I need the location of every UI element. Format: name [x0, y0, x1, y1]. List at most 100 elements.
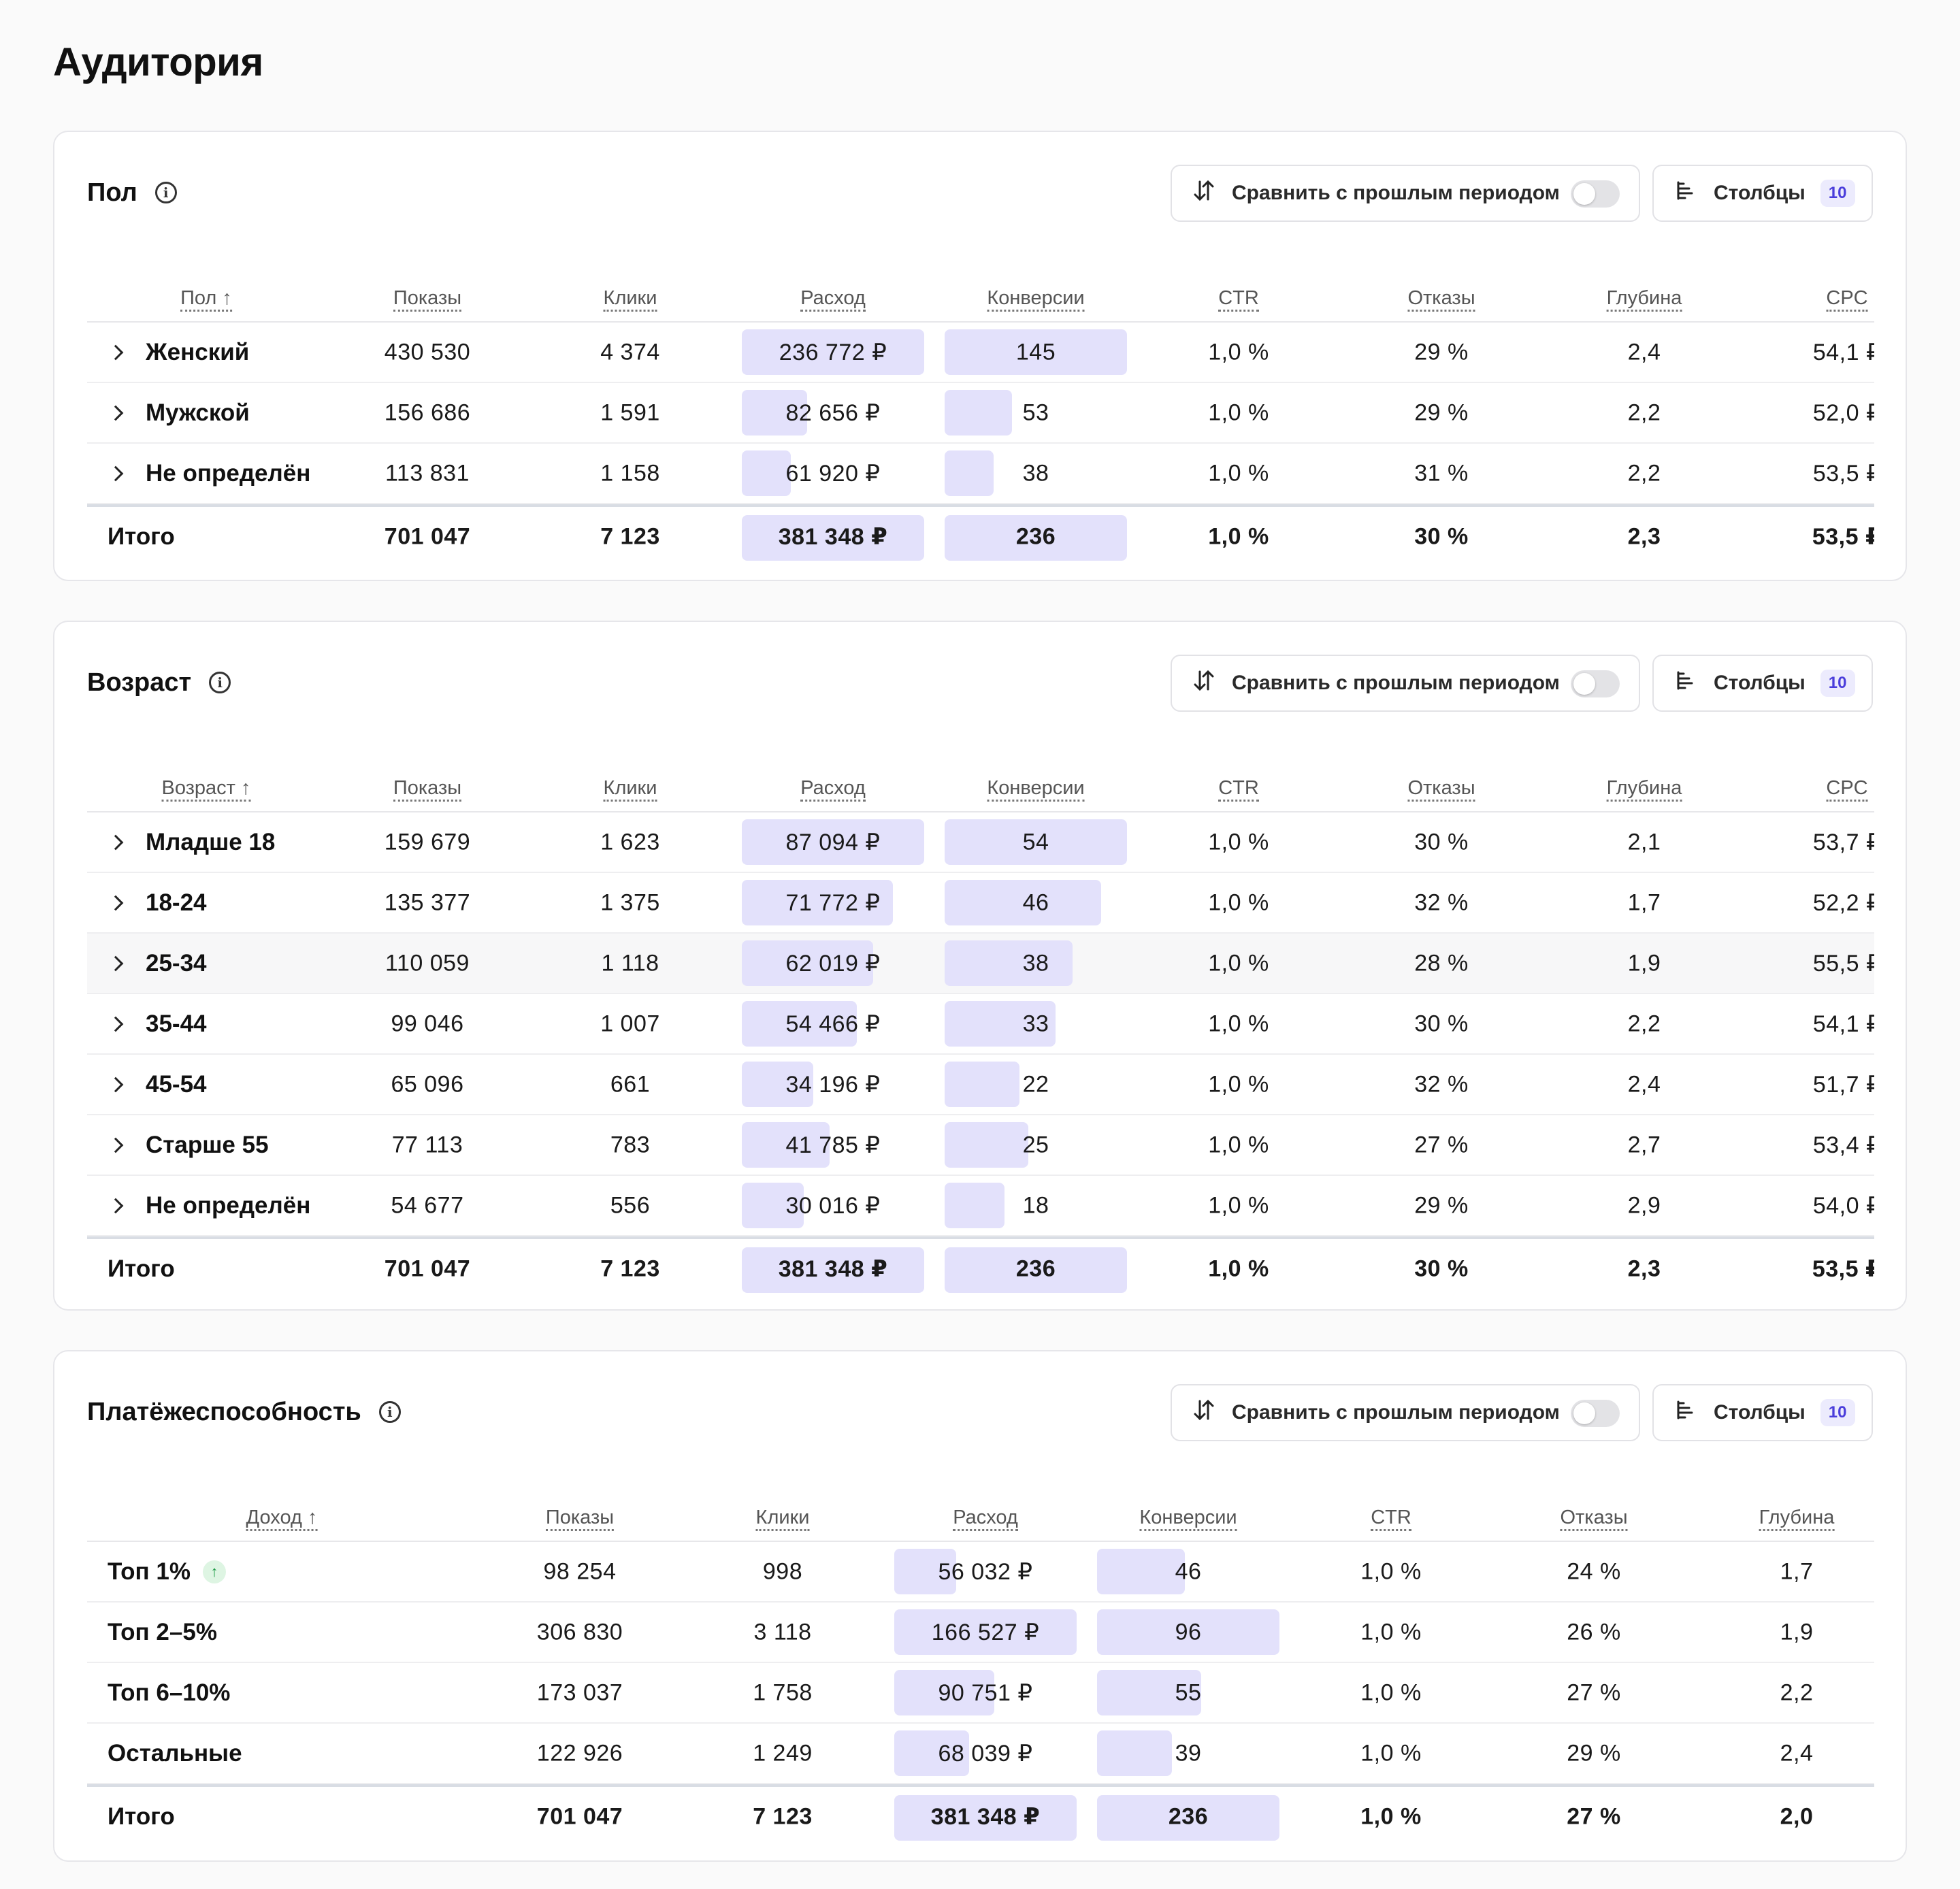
compare-toggle[interactable] — [1571, 180, 1620, 208]
chevron-right-icon[interactable] — [108, 895, 124, 910]
row-label[interactable]: 25-34 — [87, 950, 207, 977]
columns-button[interactable]: Столбцы 10 — [1652, 1384, 1873, 1441]
row-label[interactable]: Младше 18 — [87, 829, 275, 856]
column-header[interactable]: Конверсии — [987, 289, 1085, 312]
spend-bar — [742, 1122, 924, 1168]
column-header[interactable]: Глубина — [1606, 289, 1682, 312]
columns-button[interactable]: Столбцы 10 — [1652, 165, 1873, 222]
column-header[interactable]: Отказы — [1560, 1508, 1628, 1531]
cell-6: 28 % — [1414, 950, 1469, 976]
table-header-row: Возраст ↑ Показы Клики Расход Конверсии CTR От… — [87, 744, 1874, 812]
cell-2: 1 007 — [600, 1011, 660, 1036]
cell-2: 661 — [610, 1071, 651, 1097]
column-header[interactable]: Клики — [755, 1508, 810, 1531]
info-icon[interactable]: i — [378, 1401, 401, 1423]
chevron-right-icon[interactable] — [108, 1077, 124, 1092]
column-header[interactable]: Конверсии — [1139, 1508, 1237, 1531]
total-row: Итого 701 047 7 123 381 348 ₽ 236 1,0 % 27 % 2,… — [87, 1784, 1874, 1847]
sort-column-header[interactable]: Возраст ↑ — [161, 778, 251, 802]
table-row[interactable]: Топ 6–10% 173 037 1 758 90 751 ₽ 55 1,0 % 27 %… — [87, 1663, 1874, 1724]
cell-7: 2,9 — [1627, 1192, 1661, 1218]
column-header[interactable]: CPC — [1826, 289, 1868, 312]
info-icon[interactable]: i — [154, 182, 177, 203]
info-icon[interactable]: i — [209, 672, 231, 693]
row-label[interactable]: Не определён — [87, 1192, 310, 1219]
table-row[interactable]: 45-54 65 096 661 34 196 ₽ 22 1,0 % 32 % 2,4 51,7… — [87, 1055, 1874, 1115]
compare-toggle[interactable] — [1571, 670, 1620, 697]
column-header[interactable]: Расход — [800, 289, 866, 312]
row-label[interactable]: Мужской — [87, 399, 250, 427]
chevron-right-icon[interactable] — [108, 1137, 124, 1153]
column-header[interactable]: CTR — [1218, 289, 1259, 312]
table-row[interactable]: 25-34 110 059 1 118 62 019 ₽ 38 1,0 % 28 % 1,9 5… — [87, 934, 1874, 994]
cell-4: 46 — [1175, 1558, 1202, 1584]
table-row[interactable]: Топ 1% ↑ 98 254 998 56 032 ₽ 46 1,0 % 24 % 1,7 — [87, 1542, 1874, 1603]
table-row[interactable]: 18-24 135 377 1 375 71 772 ₽ 46 1,0 % 32 % 1,7 5… — [87, 873, 1874, 934]
row-label[interactable]: Старше 55 — [87, 1132, 269, 1159]
row-label[interactable]: Женский — [87, 339, 249, 366]
chevron-right-icon[interactable] — [108, 1198, 124, 1213]
compare-label: Сравнить с прошлым периодом — [1232, 182, 1560, 204]
column-header[interactable]: Глубина — [1606, 778, 1682, 802]
table-row[interactable]: Мужской 156 686 1 591 82 656 ₽ 53 1,0 % 29 % 2,… — [87, 383, 1874, 444]
bar-fill — [742, 1122, 830, 1168]
column-header[interactable]: Показы — [545, 1508, 615, 1531]
row-label[interactable]: Не определён — [87, 460, 310, 487]
table-row[interactable]: Женский 430 530 4 374 236 772 ₽ 145 1,0 % 29 %… — [87, 323, 1874, 383]
compare-period-button[interactable]: Сравнить с прошлым периодом — [1171, 165, 1640, 222]
table-row[interactable]: Остальные 122 926 1 249 68 039 ₽ 39 1,0 % 29 %… — [87, 1724, 1874, 1784]
bar-fill — [894, 1795, 1077, 1841]
conversions-bar — [945, 329, 1127, 375]
column-header[interactable]: Отказы — [1407, 778, 1475, 802]
cell-3: 41 785 ₽ — [785, 1132, 881, 1158]
cell-7: 2,4 — [1627, 339, 1661, 365]
chevron-right-icon[interactable] — [108, 405, 124, 421]
column-header[interactable]: Показы — [393, 778, 462, 802]
chevron-right-icon[interactable] — [108, 465, 124, 481]
table-row[interactable]: Не определён 54 677 556 30 016 ₽ 18 1,0 % 29 %… — [87, 1176, 1874, 1236]
column-header[interactable]: CTR — [1371, 1508, 1411, 1531]
compare-toggle[interactable] — [1571, 1400, 1620, 1427]
total-row: Итого 701 047 7 123 381 348 ₽ 236 1,0 % 30 % 2,… — [87, 504, 1874, 567]
cell-7: 1,9 — [1627, 950, 1661, 976]
cell-8: 52,0 ₽ — [1812, 399, 1874, 426]
column-header[interactable]: CPC — [1826, 778, 1868, 802]
cell-3: 82 656 ₽ — [785, 399, 881, 426]
table-row[interactable]: Старше 55 77 113 783 41 785 ₽ 25 1,0 % 27 % 2,7… — [87, 1115, 1874, 1176]
column-header[interactable]: Расход — [800, 778, 866, 802]
sort-arrows-icon — [1192, 1398, 1232, 1427]
table-row[interactable]: Младше 18 159 679 1 623 87 094 ₽ 54 1,0 % 30 %… — [87, 812, 1874, 873]
chevron-right-icon[interactable] — [108, 955, 124, 971]
column-header[interactable]: Показы — [393, 289, 462, 312]
sort-column-header[interactable]: Пол ↑ — [180, 289, 232, 312]
sort-column-header[interactable]: Доход ↑ — [246, 1508, 318, 1531]
column-header[interactable]: CTR — [1218, 778, 1259, 802]
chevron-right-icon[interactable] — [108, 834, 124, 850]
row-label[interactable]: 45-54 — [87, 1071, 207, 1098]
table-row[interactable]: Не определён 113 831 1 158 61 920 ₽ 38 1,0 % 3… — [87, 444, 1874, 504]
row-label-text: Топ 1% — [108, 1558, 191, 1585]
row-label[interactable]: 18-24 — [87, 889, 207, 917]
column-header[interactable]: Клики — [603, 778, 657, 802]
bar-fill — [742, 515, 924, 561]
section-title-text: Возраст — [87, 668, 192, 697]
table-row[interactable]: 35-44 99 046 1 007 54 466 ₽ 33 1,0 % 30 % 2,2 54… — [87, 994, 1874, 1055]
compare-period-button[interactable]: Сравнить с прошлым периодом — [1171, 655, 1640, 712]
column-header[interactable]: Конверсии — [987, 778, 1085, 802]
column-header[interactable]: Расход — [953, 1508, 1018, 1531]
sort-arrows-icon — [1192, 179, 1232, 208]
column-header[interactable]: Клики — [603, 289, 657, 312]
column-header[interactable]: Отказы — [1407, 289, 1475, 312]
row-label[interactable]: 35-44 — [87, 1011, 207, 1038]
cell-6: 27 % — [1567, 1803, 1621, 1830]
bar-fill — [945, 515, 1127, 561]
row-label: Остальные — [108, 1740, 242, 1767]
cell-7: 2,3 — [1627, 1255, 1661, 1282]
chevron-right-icon[interactable] — [108, 344, 124, 360]
columns-button[interactable]: Столбцы 10 — [1652, 655, 1873, 712]
chevron-right-icon[interactable] — [108, 1016, 124, 1032]
table-row[interactable]: Топ 2–5% 306 830 3 118 166 527 ₽ 96 1,0 % 26 %… — [87, 1603, 1874, 1663]
column-header[interactable]: Глубина — [1759, 1508, 1835, 1531]
compare-period-button[interactable]: Сравнить с прошлым периодом — [1171, 1384, 1640, 1441]
table-header-row: Пол ↑ Показы Клики Расход Конверсии CTR Отказы… — [87, 254, 1874, 323]
